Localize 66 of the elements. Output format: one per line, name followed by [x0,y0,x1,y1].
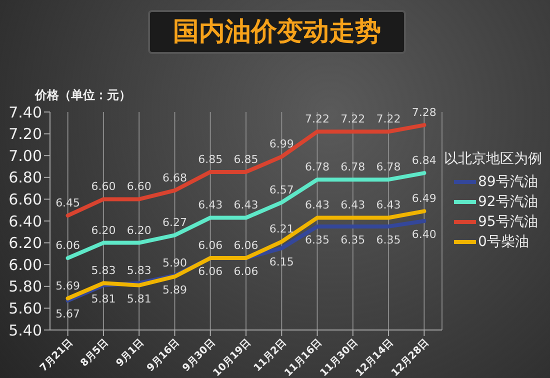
data-label: 6.43 [234,198,258,212]
data-label: 6.85 [234,152,258,166]
data-label: 5.69 [56,279,80,292]
data-label: 6.35 [376,233,401,246]
legend-title: 以北京地区为例 [444,150,542,168]
data-label: 6.06 [56,239,80,252]
legend-label: 89号汽油 [477,173,539,192]
y-tick-label: 5.80 [8,278,42,296]
y-tick-label: 5.40 [8,321,42,340]
data-label: 6.15 [269,255,294,268]
data-label: 6.27 [162,216,187,230]
data-label: 6.06 [234,265,258,278]
data-label: 6.99 [269,138,294,151]
data-label: 5.81 [91,292,116,306]
data-label: 5.83 [126,264,152,278]
legend-label: 0号柴油 [477,233,530,252]
data-label: 5.89 [162,284,187,297]
y-axis-title: 价格（单位：元） [35,87,131,104]
data-label: 7.22 [376,112,401,126]
data-label: 7.22 [305,112,330,126]
data-label: 6.78 [305,160,330,174]
x-tick-label: 8月5日 [78,337,111,370]
data-label: 6.43 [305,198,330,212]
data-label: 6.45 [56,196,80,210]
x-tick-label: 9月16日 [145,337,182,374]
data-label: 6.85 [198,152,223,166]
data-label: 6.84 [412,154,436,168]
data-label: 7.28 [412,106,436,120]
data-label: 6.35 [305,233,330,246]
y-tick-label: 6.60 [8,190,42,209]
legend-label: 92号汽油 [477,193,539,212]
data-label: 6.20 [126,224,152,237]
data-label: 7.22 [340,112,366,126]
data-label: 5.90 [162,256,187,270]
data-label: 6.20 [91,224,116,237]
data-label: 6.78 [340,160,366,174]
data-label: 5.83 [91,264,116,278]
chart-title: 国内油价变动走势 [148,10,406,54]
data-label: 6.57 [269,183,294,196]
data-label: 6.35 [340,233,366,246]
y-tick-label: 6.40 [8,212,42,230]
y-tick-label: 6.00 [8,256,42,274]
legend-label: 95号汽油 [477,213,539,232]
y-tick-label: 7.00 [8,146,42,165]
x-tick-label: 7月21日 [38,337,75,374]
y-tick-label: 7.40 [8,103,42,122]
y-tick-label: 6.80 [8,168,42,187]
data-label: 6.40 [412,228,436,241]
y-tick-label: 7.20 [8,125,42,144]
data-label: 6.78 [376,160,401,174]
data-label: 6.60 [91,180,116,194]
data-label: 6.21 [269,222,294,236]
data-label: 6.06 [198,265,223,278]
data-label: 6.49 [412,192,436,206]
data-label: 6.43 [198,198,223,212]
data-label: 6.43 [376,198,401,212]
data-label: 5.67 [56,308,80,321]
data-label: 6.06 [198,239,223,252]
y-tick-label: 5.60 [8,300,42,318]
data-label: 5.81 [126,292,152,306]
y-tick-label: 6.20 [8,234,42,252]
x-tick-label: 9月1日 [114,337,146,370]
data-label: 6.43 [340,198,366,212]
data-label: 6.60 [126,180,152,194]
data-label: 6.68 [162,171,187,184]
data-label: 6.06 [234,239,258,252]
